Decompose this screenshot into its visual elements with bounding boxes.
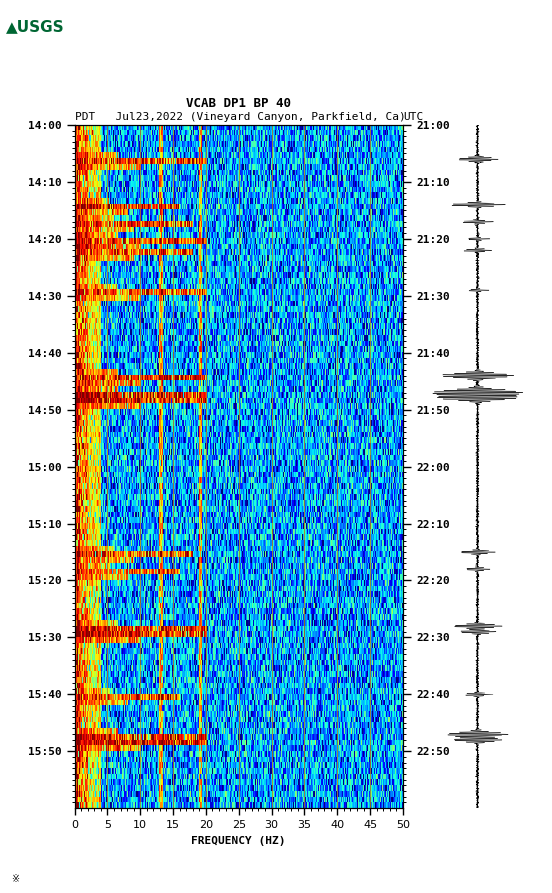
Text: VCAB DP1 BP 40: VCAB DP1 BP 40 xyxy=(186,96,291,110)
Text: ※: ※ xyxy=(11,874,19,884)
Text: ▲USGS: ▲USGS xyxy=(6,20,64,34)
Text: PDT   Jul23,2022 (Vineyard Canyon, Parkfield, Ca): PDT Jul23,2022 (Vineyard Canyon, Parkfie… xyxy=(75,113,405,122)
Text: UTC: UTC xyxy=(403,113,423,122)
X-axis label: FREQUENCY (HZ): FREQUENCY (HZ) xyxy=(192,836,286,846)
